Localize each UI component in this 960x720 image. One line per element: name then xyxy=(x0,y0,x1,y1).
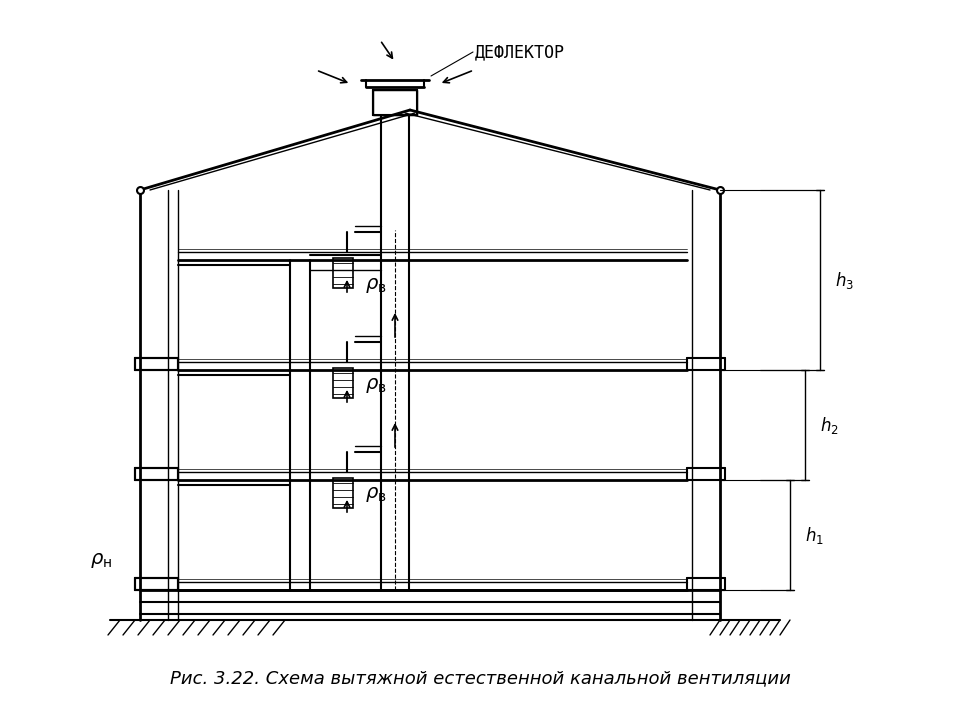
Bar xyxy=(135,578,178,590)
Text: $\rho_{\rm н}$: $\rho_{\rm н}$ xyxy=(90,551,112,570)
Bar xyxy=(333,368,353,398)
Bar xyxy=(135,358,178,370)
Text: $h_2$: $h_2$ xyxy=(820,415,839,436)
Bar xyxy=(333,258,353,288)
Text: ДЕФЛЕКТОР: ДЕФЛЕКТОР xyxy=(475,43,565,61)
Text: $\rho_{\rm в}$: $\rho_{\rm в}$ xyxy=(365,376,387,395)
Text: $h_3$: $h_3$ xyxy=(835,269,854,290)
Text: $\rho_{\rm в}$: $\rho_{\rm в}$ xyxy=(365,276,387,294)
Text: $h_1$: $h_1$ xyxy=(805,524,824,546)
Bar xyxy=(373,90,417,115)
Text: Рис. 3.22. Схема вытяжной естественной канальной вентиляции: Рис. 3.22. Схема вытяжной естественной к… xyxy=(170,669,790,687)
Text: $\rho_{\rm в}$: $\rho_{\rm в}$ xyxy=(365,485,387,505)
Bar xyxy=(135,468,178,480)
Bar xyxy=(373,90,417,115)
Bar xyxy=(333,478,353,508)
